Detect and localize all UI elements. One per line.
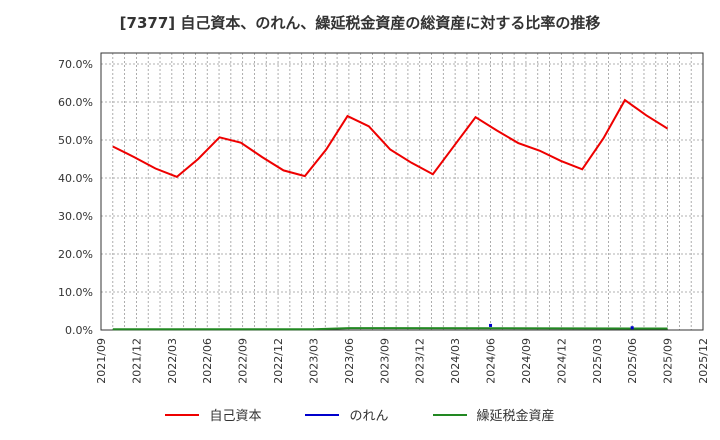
legend: 自己資本 のれん 繰延税金資産 <box>0 405 720 424</box>
legend-label: 自己資本 <box>209 409 262 424</box>
legend-item-dta: 繰延税金資産 <box>432 405 555 424</box>
svg-text:2022/09: 2022/09 <box>237 338 250 384</box>
svg-text:2025/12: 2025/12 <box>697 338 710 384</box>
chart-title: [7377] 自己資本、のれん、繰延税金資産の総資産に対する比率の推移 <box>119 14 601 32</box>
svg-text:50.0%: 50.0% <box>58 134 93 147</box>
svg-text:10.0%: 10.0% <box>58 286 93 299</box>
svg-text:2023/09: 2023/09 <box>378 338 391 384</box>
svg-text:2024/06: 2024/06 <box>485 338 498 384</box>
svg-text:2021/09: 2021/09 <box>95 338 108 384</box>
legend-label: 繰延税金資産 <box>476 409 555 424</box>
svg-text:40.0%: 40.0% <box>58 172 93 185</box>
svg-text:2022/03: 2022/03 <box>166 338 179 384</box>
svg-text:2022/06: 2022/06 <box>201 338 214 384</box>
svg-text:2023/06: 2023/06 <box>343 338 356 384</box>
svg-text:2025/09: 2025/09 <box>662 338 675 384</box>
svg-text:30.0%: 30.0% <box>58 210 93 223</box>
svg-text:2024/12: 2024/12 <box>555 338 568 384</box>
legend-swatch-green <box>432 413 467 416</box>
svg-text:20.0%: 20.0% <box>58 248 93 261</box>
svg-text:2025/06: 2025/06 <box>626 338 639 384</box>
svg-text:2023/03: 2023/03 <box>307 338 320 384</box>
legend-item-equity: 自己資本 <box>165 405 261 424</box>
svg-text:2021/12: 2021/12 <box>130 338 143 384</box>
legend-label: のれん <box>349 409 389 424</box>
svg-text:2024/09: 2024/09 <box>520 338 533 384</box>
svg-text:2024/03: 2024/03 <box>449 338 462 384</box>
svg-text:70.0%: 70.0% <box>58 58 93 71</box>
svg-text:2023/12: 2023/12 <box>414 338 427 384</box>
svg-text:0.0%: 0.0% <box>65 324 93 337</box>
legend-swatch-blue <box>305 413 340 416</box>
legend-item-goodwill: のれん <box>305 405 389 424</box>
svg-text:2022/12: 2022/12 <box>272 338 285 384</box>
svg-text:2025/03: 2025/03 <box>591 338 604 384</box>
legend-swatch-red <box>165 413 200 416</box>
svg-text:60.0%: 60.0% <box>58 96 93 109</box>
